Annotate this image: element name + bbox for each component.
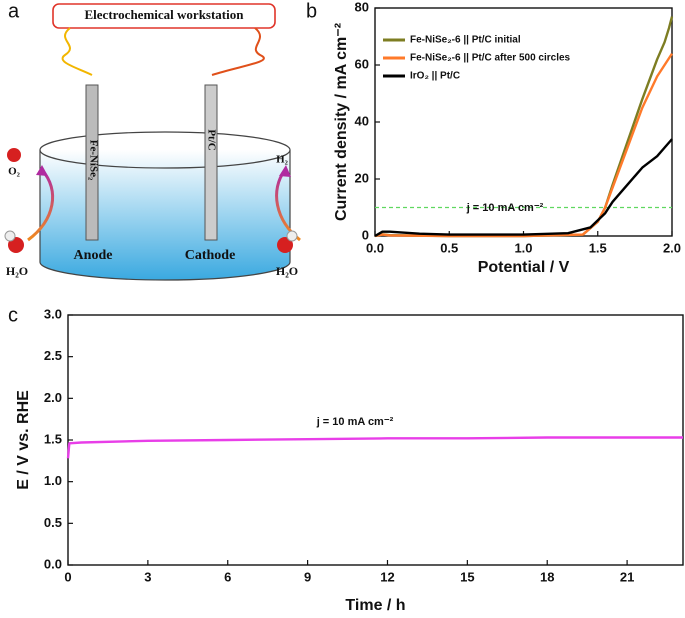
y-tick-label: 2.5	[44, 348, 62, 363]
x-tick-label: 1.0	[514, 240, 532, 255]
panel-label: a	[8, 0, 20, 22]
x-tick-label: 2.0	[663, 240, 681, 255]
legend-label: Fe-NiSe₂-6 || Pt/C after 500 circles	[410, 53, 571, 64]
cathode-label: Cathode	[185, 248, 236, 263]
data-line	[374, 138, 673, 238]
molecule	[4, 230, 16, 242]
y-tick-label: 1.5	[44, 431, 62, 446]
x-tick-label: 6	[224, 569, 231, 584]
workstation-box	[52, 3, 276, 29]
electrode	[85, 84, 99, 241]
wire	[211, 27, 265, 76]
x-tick-label: 9	[304, 569, 311, 584]
wire	[61, 27, 93, 76]
arrow-head	[36, 165, 48, 176]
x-tick-label: 12	[380, 569, 394, 584]
product-label: H₂	[276, 154, 289, 166]
x-tick-label: 3	[144, 569, 151, 584]
x-tick-label: 0	[64, 569, 71, 584]
y-axis-label: E / V vs. RHE	[15, 390, 32, 490]
x-axis-label: Potential / V	[478, 259, 570, 276]
y-tick-label: 20	[355, 170, 369, 185]
y-tick-label: 0.0	[44, 556, 62, 571]
data-line	[374, 52, 674, 238]
y-axis-label: Current density / mA cm⁻²	[333, 23, 350, 221]
y-tick-label: 80	[355, 0, 369, 14]
arrow	[27, 168, 55, 242]
legend-label: Fe-NiSe₂-6 || Pt/C initial	[410, 35, 521, 46]
molecule	[277, 237, 293, 253]
x-tick-label: 18	[540, 569, 554, 584]
molecule	[7, 148, 21, 162]
annotation: j = 10 mA cm⁻²	[466, 202, 544, 214]
annotation: j = 10 mA cm⁻²	[316, 416, 394, 428]
x-tick-label: 15	[460, 569, 474, 584]
y-tick-label: 60	[355, 56, 369, 71]
reactant-label: H₂O	[6, 264, 28, 278]
x-tick-label: 0.0	[366, 240, 384, 255]
product-label: O₂	[8, 166, 21, 178]
y-tick-label: 3.0	[44, 306, 62, 321]
anode-label: Anode	[74, 248, 113, 263]
x-tick-label: 1.5	[589, 240, 607, 255]
electrode-label: Pt/C	[205, 129, 217, 150]
y-tick-label: 40	[355, 113, 369, 128]
legend-label: IrO₂ || Pt/C	[410, 71, 460, 82]
beaker	[39, 150, 291, 281]
reactant-label: H₂O	[276, 264, 298, 278]
data-line	[66, 436, 683, 459]
x-axis-label: Time / h	[345, 597, 405, 614]
arrow-head	[279, 165, 291, 177]
molecule	[286, 230, 298, 242]
y-tick-label: 0	[362, 227, 369, 242]
panel-label: b	[306, 0, 317, 22]
y-tick-label: 1.0	[44, 473, 62, 488]
schematic: Electrochemical workstation Fe-NiSe₂ Pt/…	[4, 3, 301, 281]
electrode-label: Fe-NiSe₂	[87, 140, 99, 181]
panel-label: c	[8, 304, 18, 326]
x-tick-label: 0.5	[440, 240, 458, 255]
beaker-rim	[39, 131, 291, 169]
x-tick-label: 21	[620, 569, 634, 584]
y-tick-label: 2.0	[44, 390, 62, 405]
electrode	[204, 84, 218, 241]
workstation-label: Electrochemical workstation	[85, 7, 245, 22]
y-tick-label: 0.5	[44, 515, 62, 530]
